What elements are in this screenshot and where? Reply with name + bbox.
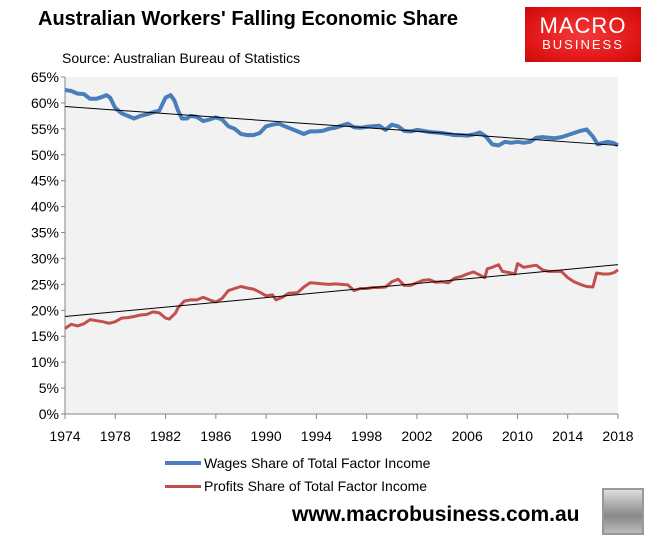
x-tick-label: 2002 — [401, 428, 432, 444]
legend-label-wages: Wages Share of Total Factor Income — [204, 455, 431, 471]
x-tick-label: 2018 — [602, 428, 633, 444]
y-tick-label: 15% — [31, 328, 59, 344]
y-tick-label: 60% — [31, 95, 59, 111]
wolf-logo-image — [602, 488, 644, 535]
x-tick-label: 2010 — [502, 428, 533, 444]
y-tick-label: 65% — [31, 69, 59, 85]
trendline-profits — [64, 264, 619, 318]
trendline-wages — [64, 106, 619, 146]
x-tick-label: 1994 — [301, 428, 332, 444]
series-line-profits — [64, 262, 619, 330]
y-tick-label: 45% — [31, 173, 59, 189]
logo-line1: MACRO — [539, 13, 627, 38]
chart-subtitle: Source: Australian Bureau of Statistics — [62, 50, 301, 66]
legend-item-profits: Profits Share of Total Factor Income — [165, 478, 427, 494]
legend-label-profits: Profits Share of Total Factor Income — [204, 478, 428, 494]
legend-swatch-wages — [165, 461, 201, 465]
y-tick-label: 25% — [31, 276, 59, 292]
x-tick-label: 1990 — [251, 428, 282, 444]
website-url: www.macrobusiness.com.au — [292, 503, 580, 526]
y-tick-label: 35% — [31, 225, 59, 241]
x-tick-label: 1982 — [150, 428, 181, 444]
x-tick-label: 2014 — [552, 428, 583, 444]
line-chart: 0% 5% 10% 15% 20% 25% 30% 35% 40% 45% 50% 55% 60% 65%… — [31, 69, 634, 444]
series-line-wages — [64, 88, 619, 148]
x-tick-label: 1998 — [351, 428, 382, 444]
x-tick-label: 1986 — [200, 428, 231, 444]
y-tick-label: 20% — [31, 302, 59, 318]
x-tick-label: 1978 — [100, 428, 131, 444]
macrobusiness-logo: MACRO BUSINESS — [525, 7, 641, 62]
logo-line2: BUSINESS — [542, 37, 624, 52]
y-tick-label: 55% — [31, 121, 59, 137]
y-tick-label: 10% — [31, 354, 59, 370]
y-tick-label: 40% — [31, 199, 59, 215]
y-tick-label: 0% — [39, 406, 59, 422]
x-tick-label: 2006 — [452, 428, 483, 444]
legend-item-wages: Wages Share of Total Factor Income — [165, 455, 430, 471]
y-tick-label: 50% — [31, 147, 59, 163]
plot-area — [65, 77, 618, 414]
y-tick-label: 5% — [39, 380, 59, 396]
legend-swatch-profits — [165, 484, 201, 488]
chart-title: Australian Workers' Falling Economic Sha… — [38, 8, 459, 30]
x-tick-label: 1974 — [49, 428, 80, 444]
y-tick-label: 30% — [31, 250, 59, 266]
